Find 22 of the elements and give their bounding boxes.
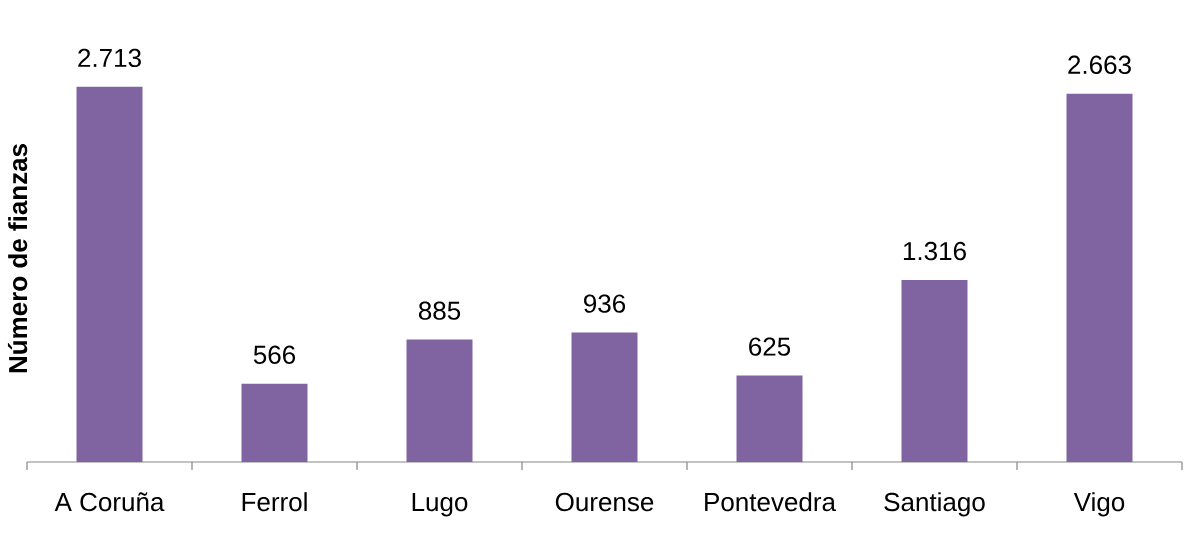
data-label: 2.663 xyxy=(1068,55,1131,75)
bar xyxy=(1066,93,1133,462)
bar xyxy=(901,280,968,462)
data-label: 885 xyxy=(418,301,461,320)
data-label: 625 xyxy=(749,337,791,356)
bar xyxy=(76,86,143,462)
bar xyxy=(241,383,308,462)
data-label: 2.713 xyxy=(78,48,141,68)
bar xyxy=(736,375,803,462)
data-label: 936 xyxy=(584,294,626,313)
data-label: 1.316 xyxy=(903,241,966,261)
x-tick-label: A Coruña xyxy=(54,492,165,512)
bar xyxy=(571,332,638,462)
x-tick-label: Ourense xyxy=(555,492,654,512)
data-label: 566 xyxy=(253,345,296,364)
bar xyxy=(406,339,473,462)
x-tick-label: Lugo xyxy=(412,493,468,517)
x-tick-label: Santiago xyxy=(884,492,985,517)
x-tick-label: Vigo xyxy=(1073,492,1125,517)
x-tick-label: Pontevedra xyxy=(705,492,836,512)
y-axis-title: Número de fianzas xyxy=(7,144,28,373)
x-tick-label: Ferrol xyxy=(242,492,307,512)
